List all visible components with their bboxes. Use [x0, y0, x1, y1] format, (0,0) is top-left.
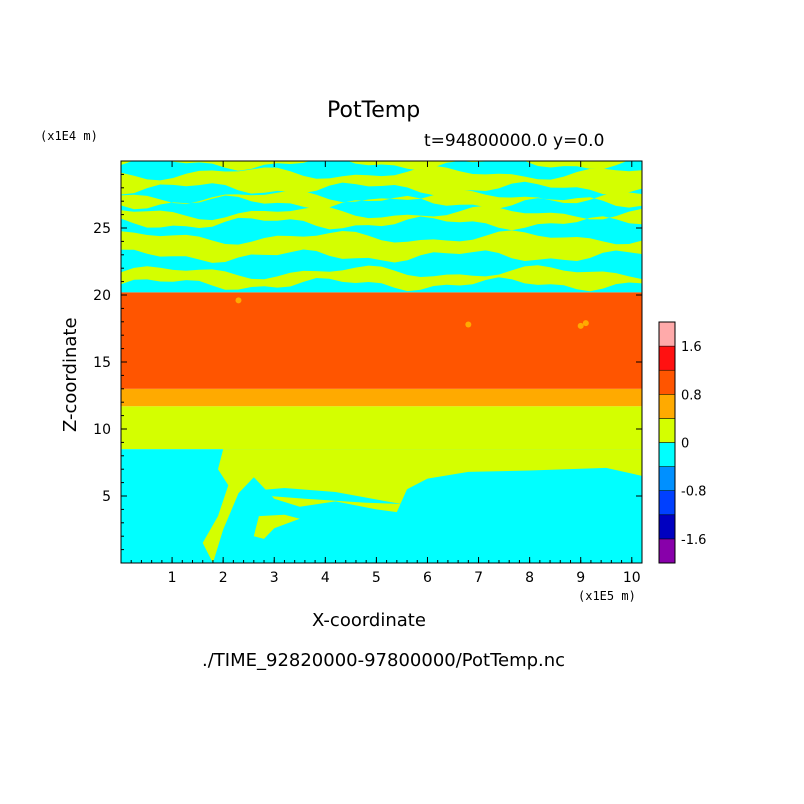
speck-1: [465, 321, 472, 328]
plume-region: [202, 449, 642, 563]
colorbar-label-0.8: 0.8: [681, 388, 702, 403]
colorbar-swatch-4: [658, 442, 676, 467]
y-tick-label-20: 20: [93, 288, 111, 304]
band-3: [121, 292, 642, 389]
plume-fragment: [253, 514, 300, 539]
x-tick-label-4: 4: [321, 570, 330, 586]
plume-inner-patch: [253, 488, 402, 504]
x-tick-label-2: 2: [219, 570, 228, 586]
x-axis-label: X-coordinate: [312, 610, 426, 631]
wave-layer-0: [121, 265, 642, 292]
y-axis: 5 10 15 20 25: [93, 173, 642, 551]
y-unit-label: (x1E4 m): [40, 129, 98, 143]
colorbar-swatch-0: [658, 538, 676, 564]
colorbar-label--0.8: -0.8: [681, 485, 706, 500]
colorbar-label-1.6: 1.6: [681, 340, 702, 355]
wave-layer-5: [121, 161, 628, 171]
colorbar-swatch-9: [658, 321, 676, 347]
y-tick-label-10: 10: [93, 422, 111, 438]
colorbar-label-0: 0: [681, 437, 689, 452]
colorbar-swatch-6: [658, 394, 676, 419]
band-1: [121, 406, 642, 450]
colorbar: -1.6 -0.8 0 0.8 1.6: [658, 321, 706, 564]
wave-layer-4: [121, 165, 642, 196]
plot-area: [121, 161, 642, 563]
x-tick-label-9: 9: [576, 570, 585, 586]
y-tick-label-15: 15: [93, 355, 111, 371]
speck-2: [582, 320, 589, 327]
speck-3: [577, 322, 584, 329]
colorbar-swatch-5: [658, 418, 676, 443]
colorbar-swatch-2: [658, 490, 676, 516]
colorbar-label--1.6: -1.6: [681, 533, 706, 548]
x-tick-label-3: 3: [270, 570, 279, 586]
y-tick-label-25: 25: [93, 221, 111, 237]
band-2: [121, 388, 642, 407]
x-tick-label-10: 10: [623, 570, 641, 586]
source-file-label: ./TIME_92820000-97800000/PotTemp.nc: [202, 650, 566, 671]
x-tick-label-8: 8: [525, 570, 534, 586]
colorbar-frame: [658, 321, 676, 564]
x-tick-label-5: 5: [372, 570, 381, 586]
colorbar-swatch-8: [658, 345, 676, 371]
x-unit-label: (x1E5 m): [578, 589, 636, 603]
colorbar-swatch-3: [658, 466, 676, 491]
x-axis: 1 2 3 4 5 6 7 8 9 10: [130, 161, 643, 586]
colorbar-swatch-1: [658, 514, 676, 540]
y-tick-label-5: 5: [102, 489, 111, 505]
chart-title: PotTemp: [327, 98, 421, 123]
chart-subtitle: t=94800000.0 y=0.0: [424, 131, 605, 151]
speck-0: [235, 297, 242, 304]
wave-layer-1: [121, 230, 642, 263]
colorbar-swatch-7: [658, 369, 676, 395]
x-tick-label-1: 1: [168, 570, 177, 586]
y-axis-label: Z-coordinate: [60, 317, 81, 432]
x-tick-label-7: 7: [474, 570, 483, 586]
x-tick-label-6: 6: [423, 570, 432, 586]
wave-layer-3: [121, 189, 642, 210]
wave-layer-2: [121, 205, 642, 231]
